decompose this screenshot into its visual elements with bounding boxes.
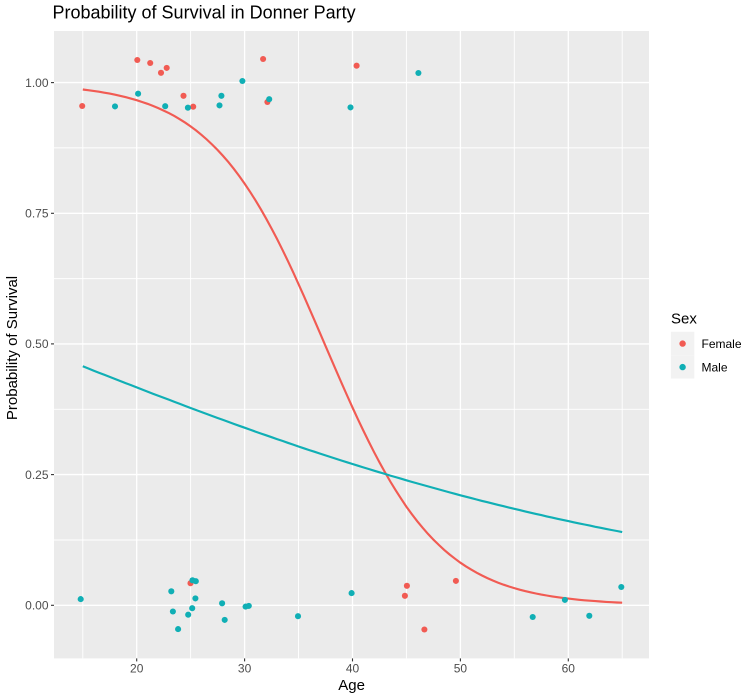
svg-text:0.75: 0.75 — [25, 207, 49, 221]
svg-text:Probability of Survival: Probability of Survival — [4, 276, 21, 420]
svg-text:40: 40 — [346, 662, 360, 676]
svg-text:30: 30 — [238, 662, 252, 676]
svg-text:Sex: Sex — [671, 311, 697, 328]
svg-text:0.50: 0.50 — [25, 337, 49, 351]
svg-text:Probability of Survival in Don: Probability of Survival in Donner Party — [53, 3, 356, 23]
svg-text:50: 50 — [454, 662, 468, 676]
svg-text:0.00: 0.00 — [25, 599, 49, 613]
svg-text:Male: Male — [702, 360, 728, 374]
svg-text:0.25: 0.25 — [25, 468, 49, 482]
svg-text:20: 20 — [130, 662, 144, 676]
svg-text:Female: Female — [702, 337, 742, 351]
svg-text:60: 60 — [562, 662, 576, 676]
svg-text:1.00: 1.00 — [25, 76, 49, 90]
svg-text:Age: Age — [338, 677, 365, 694]
